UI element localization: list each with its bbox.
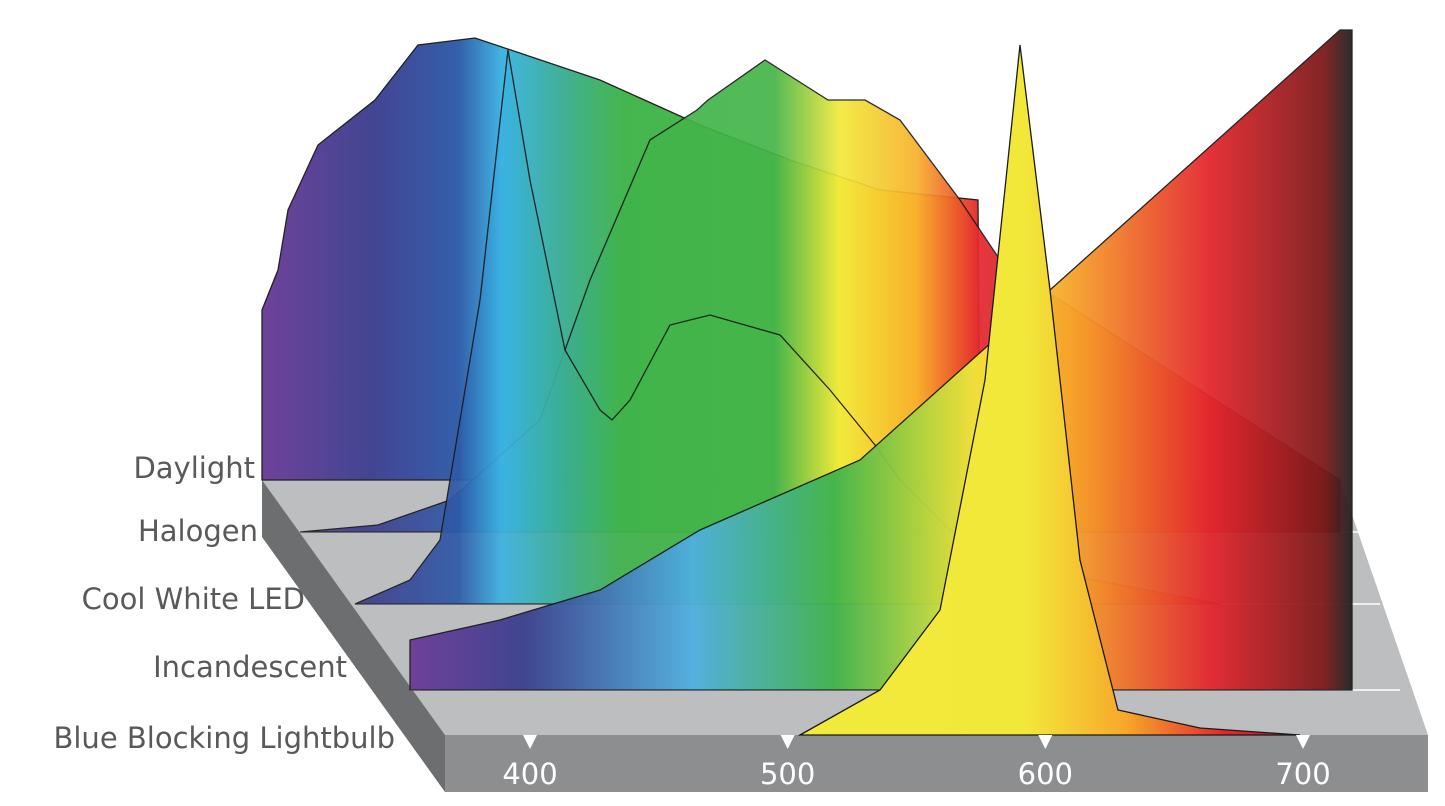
incandescent-spectrum [409,29,1353,691]
tick-mark [1038,735,1053,749]
blue-blocking-spectrum [797,44,1301,736]
tick-label: 600 [1018,757,1073,791]
tick-mark [1296,735,1310,749]
axis: 400 500 600 700 [502,735,1331,791]
platform-side [262,480,445,792]
row-label: Cool White LED [82,582,305,616]
platform-front [445,735,1428,792]
row-labels: Daylight Halogen Cool White LED Incandes… [53,451,395,755]
tick-label: 400 [502,757,557,791]
tick-mark [780,735,795,749]
row-label: Halogen [138,514,258,548]
row-label: Daylight [133,451,255,485]
tick-mark [523,735,537,749]
tick-label: 700 [1275,757,1330,791]
row-label: Incandescent [153,650,347,684]
row-label: Blue Blocking Lightbulb [53,721,395,755]
tick-label: 500 [760,757,815,791]
